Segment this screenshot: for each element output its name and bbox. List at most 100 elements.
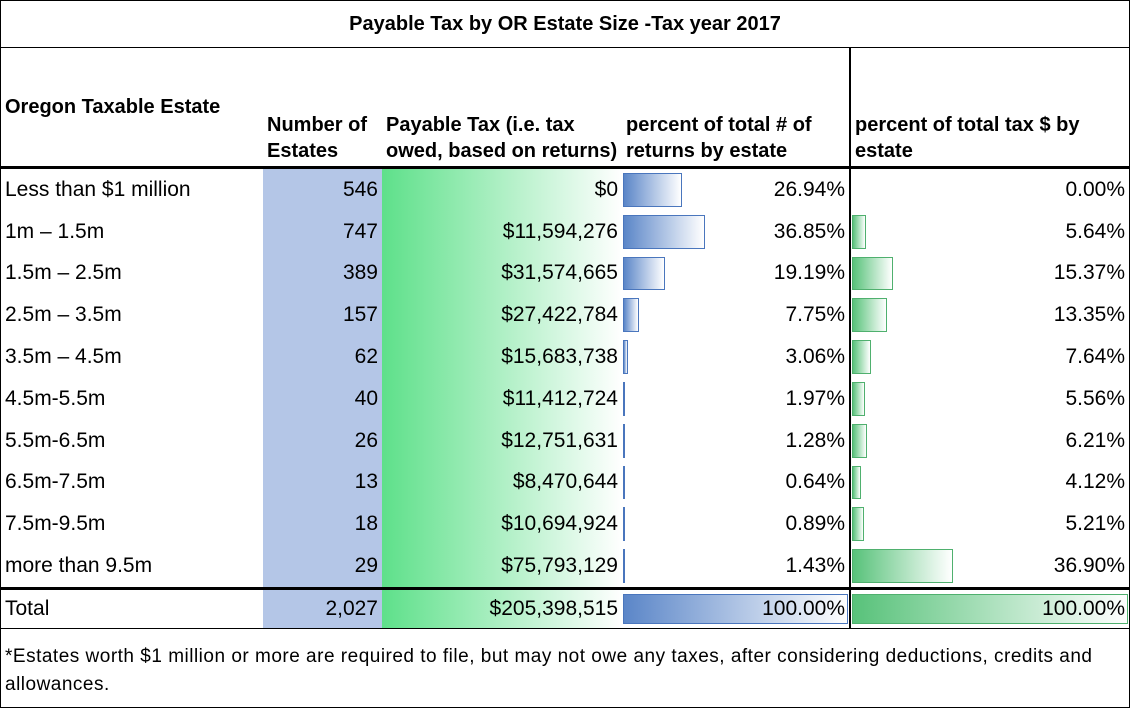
cell: 2,027 [263,586,382,629]
cell: $0 [382,167,622,211]
cell-text: 100.00% [1042,596,1125,620]
cell: $205,398,515 [382,586,622,629]
cell: 6.21% [850,420,1129,462]
cell: 40 [263,377,382,420]
cell: 157 [263,294,382,337]
cell-text: 1.5m – 2.5m [5,261,122,285]
cell: 5.5m-6.5m [1,420,263,462]
cell: more than 9.5m [1,545,263,588]
cell: 7.5m-9.5m [1,503,263,545]
cell: 100.00% [850,586,1129,629]
cell-text: 1m – 1.5m [5,219,105,243]
cell-text: 6.5m-7.5m [5,470,106,494]
cell-text: 157 [342,303,378,327]
data-bar [852,423,868,458]
cell: 1.97% [622,377,851,420]
cell: 3.06% [622,336,851,378]
cell: 7.75% [622,294,851,337]
cell-text: 100.00% [762,596,845,620]
data-row: 4.5m-5.5m 40 $11,412,724 1.97% 5.56% [1,377,1129,420]
data-bar [623,507,625,542]
cell: $27,422,784 [382,294,622,337]
cell-text: 0.00% [1065,177,1125,201]
header-cell: percent of total tax $ by estate [850,48,1129,169]
cell-text: 18 [354,512,378,536]
cell: 1m – 1.5m [1,211,263,253]
cell: 5.21% [850,503,1129,545]
data-bar [852,340,872,374]
cell: 36.90% [850,545,1129,588]
data-bar [852,507,865,542]
cell-text: $11,594,276 [502,219,618,243]
cell-text: $205,398,515 [489,596,618,620]
cell-text: 6.21% [1065,428,1125,452]
header-cell: Payable Tax (i.e. tax owed, based on ret… [382,48,622,169]
cell-text: 26.94% [773,177,845,201]
cell-text: 19.19% [773,261,845,285]
cell-text: 26 [354,428,378,452]
data-row: 3.5m – 4.5m 62 $15,683,738 3.06% 7.64% [1,336,1129,378]
data-bar [623,381,626,416]
cell: 0.89% [622,503,851,546]
data-row: 5.5m-6.5m 26 $12,751,631 1.28% 6.21% [1,419,1129,462]
cell-text: $12,751,631 [501,428,618,452]
cell-text: Total [5,596,50,620]
cell: 1.5m – 2.5m [1,253,263,295]
data-bar [623,298,639,333]
cell: 389 [263,252,382,295]
cell: 1.28% [622,419,851,462]
cell-text: 62 [354,345,378,369]
cell: $8,470,644 [382,461,622,504]
cell: $12,751,631 [382,419,622,462]
footnote: *Estates worth $1 million or more are re… [5,646,1093,695]
cell-text: 5.21% [1065,512,1125,536]
cell-text: 747 [342,219,378,243]
cell-text: 13 [354,470,378,494]
cell-text: 36.90% [1053,554,1125,578]
data-row: 1.5m – 2.5m 389 $31,574,665 19.19% 15.37% [1,252,1129,295]
cell-text: 1.28% [785,428,845,452]
cell: 6.5m-7.5m [1,462,263,504]
header-cell: percent of total # of returns by estate [622,48,851,169]
cell-text: 15.37% [1053,261,1125,285]
cell: $11,412,724 [382,377,622,420]
cell: 29 [263,545,382,589]
cell-text: Less than $1 million [5,177,191,201]
cell: 62 [263,336,382,378]
cell-text: 3.06% [785,345,845,369]
data-row: 1m – 1.5m 747 $11,594,276 36.85% 5.64% [1,210,1129,253]
data-row: Less than $1 million 546 $0 26.94% 0.00% [1,167,1129,211]
cell: $31,574,665 [382,252,622,295]
cell-text: 546 [342,177,378,201]
cell-text: $10,694,924 [501,512,618,536]
data-row: 6.5m-7.5m 13 $8,470,644 0.64% 4.12% [1,461,1129,504]
cell: 15.37% [850,253,1129,295]
cell: 3.5m – 4.5m [1,336,263,378]
cell-text: 7.64% [1065,345,1125,369]
cell: $10,694,924 [382,503,622,546]
cell-text: $0 [594,177,618,201]
cell: 7.64% [850,336,1129,378]
cell: 2.5m – 3.5m [1,294,263,336]
total-row: Total 2,027 $205,398,515 100.00% 100.00% [1,586,1129,629]
data-bar [623,465,625,500]
cell: 36.85% [622,210,851,253]
data-bar [852,298,888,333]
header-cell: Oregon Taxable Estate [1,48,263,169]
data-row: 2.5m – 3.5m 157 $27,422,784 7.75% 13.35% [1,294,1129,337]
cell: 19.19% [622,252,851,295]
cell: 5.64% [850,211,1129,253]
cell-text: 7.75% [785,303,845,327]
data-bar [623,340,628,374]
cell: 0.00% [850,168,1129,211]
data-bar [623,593,848,624]
cell-text: 389 [342,261,378,285]
data-bar [852,214,866,249]
data-bar [623,256,665,291]
data-bar [623,173,683,207]
data-bar [852,549,953,583]
cell-text: $11,412,724 [502,386,618,410]
cell-text: 5.5m-6.5m [5,428,106,452]
cell: 747 [263,210,382,253]
